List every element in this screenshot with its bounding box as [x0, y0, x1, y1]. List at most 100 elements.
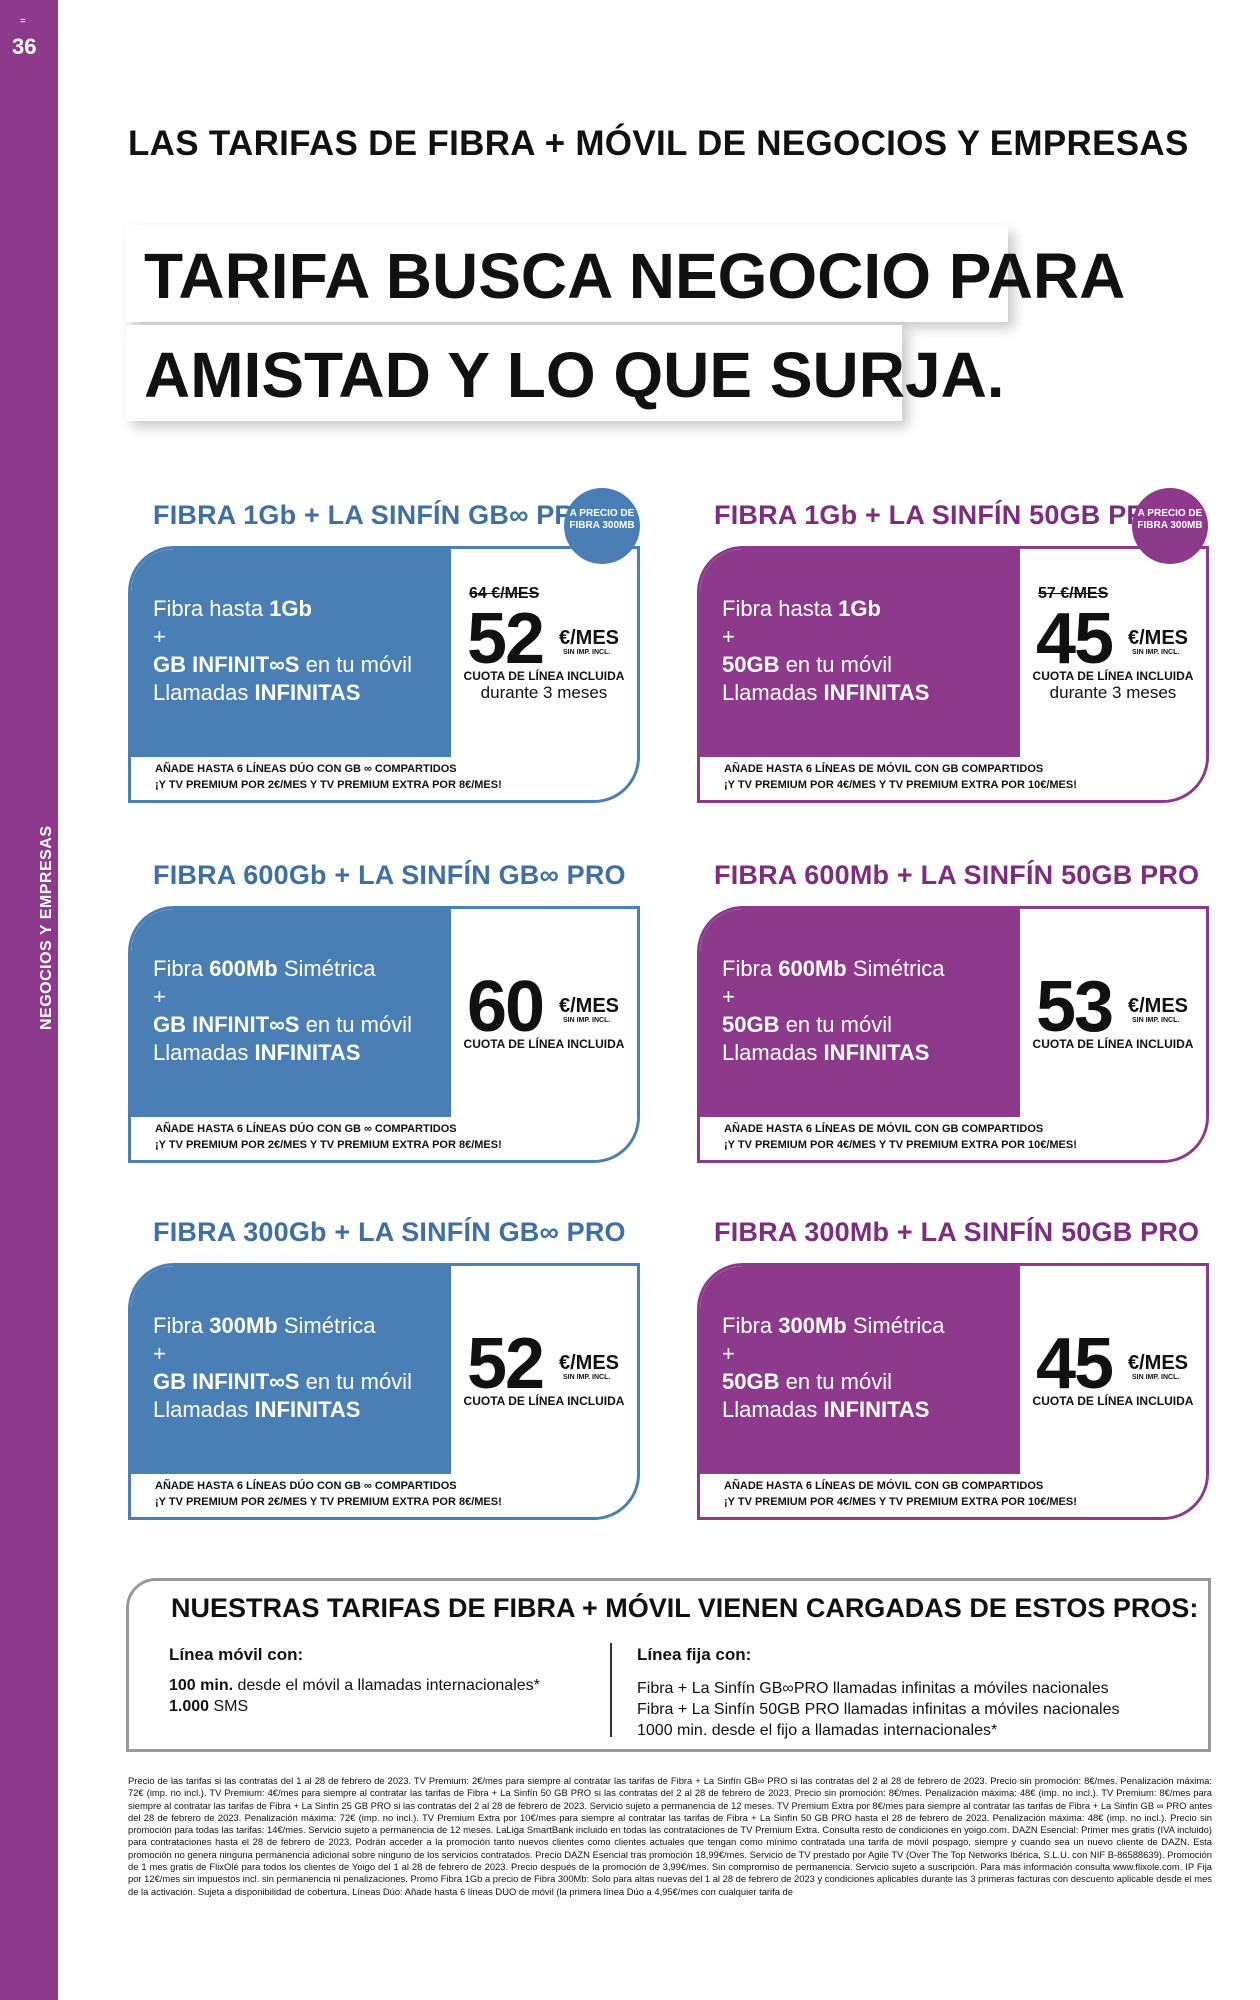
plan-price-box: 53 €/MES SIN IMP. INCL. CUOTA DE LÍNEA INCL… — [1020, 909, 1206, 1117]
plan-features: Fibra 300Mb Simétrica +50GB en tu móvil Ll… — [700, 1266, 1020, 1474]
price-amount: 60 — [467, 967, 545, 1047]
footnote-line: ¡Y TV PREMIUM POR 2€/MES Y TV PREMIUM EX… — [155, 1139, 502, 1151]
old-price: 64 €/MES — [469, 585, 540, 602]
tax-note: SIN IMP. INCL. — [1132, 649, 1180, 656]
page-number: 36 — [12, 34, 37, 59]
price-unit: €/MES — [559, 1352, 620, 1374]
plan-footnote: AÑADE HASTA 6 LÍNEAS DE MÓVIL CON GB COM… — [724, 1121, 1077, 1153]
plan-title: FIBRA 600Mb + LA SINFÍN 50GB PRO — [714, 860, 1200, 890]
mobile-data: GB INFINIT∞S en tu móvil — [153, 1369, 412, 1394]
price-amount: 52 — [467, 599, 545, 679]
plan-features: Fibra 600Mb Simétrica + GB INFINIT∞S en tu… — [131, 909, 451, 1117]
tax-note: SIN IMP. INCL. — [1132, 1374, 1180, 1381]
plan-title: FIBRA 1Gb + LA SINFÍN 50GB PRO — [714, 500, 1168, 530]
mobile-line-item: 1.000 SMS — [169, 1698, 249, 1715]
plan-card: Fibra 600Mb Simétrica +50GB en tu móvil Ll… — [697, 906, 1209, 1163]
fiber-speed: Fibra hasta 1Gb — [722, 596, 881, 621]
plan-card: Fibra 300Mb Simétrica +50GB en tu móvil Ll… — [697, 1263, 1209, 1520]
calls: Llamadas INFINITAS — [722, 1397, 930, 1422]
promo-badge: A PRECIO DE FIBRA 300MB — [564, 488, 640, 564]
plan-title: FIBRA 300Gb + LA SINFÍN GB∞ PRO — [153, 1217, 626, 1247]
plan-price-box: 45 €/MES SIN IMP. INCL. CUOTA DE LÍNEA INCL… — [1020, 1266, 1206, 1474]
footnote-line: AÑADE HASTA 6 LÍNEAS DE MÓVIL CON GB COM… — [724, 1480, 1044, 1492]
calls: Llamadas INFINITAS — [153, 1040, 361, 1065]
price-unit: €/MES — [1128, 1352, 1189, 1374]
footnote-line: ¡Y TV PREMIUM POR 2€/MES Y TV PREMIUM EX… — [155, 779, 502, 791]
fiber-speed: Fibra 600Mb Simétrica — [722, 956, 945, 981]
tax-note: SIN IMP. INCL. — [563, 1374, 611, 1381]
line-fee-note: CUOTA DE LÍNEA INCLUIDA — [1032, 669, 1194, 683]
plan-footnote: AÑADE HASTA 6 LÍNEAS DÚO CON GB ∞ COMPAR… — [155, 761, 502, 793]
legal-text: Precio de las tarifas si las contratas d… — [128, 1775, 1212, 1897]
plan-card: Fibra hasta 1Gb +50GB en tu móvil Llamadas… — [697, 546, 1209, 803]
plan-card: Fibra 600Mb Simétrica + GB INFINIT∞S en tu… — [128, 906, 640, 1163]
calls: Llamadas INFINITAS — [722, 680, 930, 705]
page-mark: = — [20, 16, 26, 27]
plan-footnote: AÑADE HASTA 6 LÍNEAS DE MÓVIL CON GB COM… — [724, 1478, 1077, 1510]
footnote-line: ¡Y TV PREMIUM POR 4€/MES Y TV PREMIUM EX… — [724, 1496, 1077, 1508]
fixed-line-item: Fibra + La Sinfín GB∞PRO llamadas infini… — [637, 1680, 1109, 1697]
mobile-data: GB INFINIT∞S en tu móvil — [153, 652, 412, 677]
promo-duration: durante 3 meses — [1049, 683, 1177, 702]
price-unit: €/MES — [1128, 995, 1189, 1017]
fixed-line-heading: Línea fija con: — [637, 1645, 752, 1664]
fixed-line-item: 1000 min. desde el fijo a llamadas inter… — [637, 1722, 998, 1739]
plan-features: Fibra 300Mb Simétrica + GB INFINIT∞S en tu… — [131, 1266, 451, 1474]
footnote-line: ¡Y TV PREMIUM POR 4€/MES Y TV PREMIUM EX… — [724, 1139, 1077, 1151]
plan-footnote: AÑADE HASTA 6 LÍNEAS DÚO CON GB ∞ COMPAR… — [155, 1121, 502, 1153]
fiber-speed: Fibra hasta 1Gb — [153, 596, 312, 621]
footnote-line: AÑADE HASTA 6 LÍNEAS DÚO CON GB ∞ COMPAR… — [155, 1123, 457, 1135]
price-amount: 53 — [1036, 967, 1114, 1047]
price-amount: 52 — [467, 1324, 545, 1404]
mobile-data: 50GB en tu móvil — [722, 1369, 892, 1394]
plan-card: Fibra hasta 1Gb + GB INFINIT∞S en tu móvil… — [128, 546, 640, 803]
hero-line-2: AMISTAD Y LO QUE SURJA. — [126, 325, 1005, 421]
tax-note: SIN IMP. INCL. — [1132, 1017, 1180, 1024]
plan-price-box: 52 €/MES SIN IMP. INCL. CUOTA DE LÍNEA INCL… — [451, 1266, 637, 1474]
line-fee-note: CUOTA DE LÍNEA INCLUIDA — [1032, 1394, 1194, 1408]
price-unit: €/MES — [1128, 627, 1189, 649]
pros-divider — [610, 1643, 612, 1737]
plan-footnote: AÑADE HASTA 6 LÍNEAS DE MÓVIL CON GB COM… — [724, 761, 1077, 793]
plan-features: Fibra hasta 1Gb +50GB en tu móvil Llamadas… — [700, 549, 1020, 757]
tax-note: SIN IMP. INCL. — [563, 649, 611, 656]
footnote-line: ¡Y TV PREMIUM POR 4€/MES Y TV PREMIUM EX… — [724, 779, 1077, 791]
hero-line-1: TARIFA BUSCA NEGOCIO PARA — [126, 226, 1125, 322]
plus-sign: + — [153, 1341, 166, 1366]
line-fee-note: CUOTA DE LÍNEA INCLUIDA — [463, 1394, 625, 1408]
footnote-line: AÑADE HASTA 6 LÍNEAS DÚO CON GB ∞ COMPAR… — [155, 1480, 457, 1492]
plan-title: FIBRA 300Mb + LA SINFÍN 50GB PRO — [714, 1217, 1200, 1247]
calls: Llamadas INFINITAS — [153, 680, 361, 705]
calls: Llamadas INFINITAS — [153, 1397, 361, 1422]
line-fee-note: CUOTA DE LÍNEA INCLUIDA — [463, 1037, 625, 1051]
fiber-speed: Fibra 300Mb Simétrica — [153, 1313, 376, 1338]
plus-sign: + — [153, 984, 166, 1009]
plan-price-box: 60 €/MES SIN IMP. INCL. CUOTA DE LÍNEA INCL… — [451, 909, 637, 1117]
fiber-speed: Fibra 300Mb Simétrica — [722, 1313, 945, 1338]
section-sidebar: = 36 NEGOCIOS Y EMPRESAS — [0, 0, 58, 2000]
plan-price-box: 57 €/MES 45 €/MES SIN IMP. INCL. CUOTA DE LÍ… — [1020, 549, 1206, 757]
line-fee-note: CUOTA DE LÍNEA INCLUIDA — [463, 669, 625, 683]
mobile-line-item: 100 min. desde el móvil a llamadas inter… — [169, 1677, 540, 1694]
line-fee-note: CUOTA DE LÍNEA INCLUIDA — [1032, 1037, 1194, 1051]
plan-features: Fibra 600Mb Simétrica +50GB en tu móvil Ll… — [700, 909, 1020, 1117]
plus-sign: + — [153, 624, 166, 649]
plan-footnote: AÑADE HASTA 6 LÍNEAS DÚO CON GB ∞ COMPAR… — [155, 1478, 502, 1510]
plan-card: Fibra 300Mb Simétrica + GB INFINIT∞S en tu… — [128, 1263, 640, 1520]
promo-duration: durante 3 meses — [480, 683, 608, 702]
plan-title: FIBRA 600Gb + LA SINFÍN GB∞ PRO — [153, 860, 626, 890]
section-label: NEGOCIOS Y EMPRESAS — [38, 825, 55, 1030]
calls: Llamadas INFINITAS — [722, 1040, 930, 1065]
pros-title: NUESTRAS TARIFAS DE FIBRA + MÓVIL VIENEN… — [171, 1593, 1199, 1623]
promo-badge: A PRECIO DE FIBRA 300MB — [1132, 488, 1208, 564]
mobile-data: 50GB en tu móvil — [722, 1012, 892, 1037]
page-heading: LAS TARIFAS DE FIBRA + MÓVIL DE NEGOCIOS… — [128, 124, 1189, 163]
plus-sign: + — [722, 1341, 735, 1366]
mobile-line-heading: Línea móvil con: — [169, 1645, 304, 1664]
fixed-line-item: Fibra + La Sinfín 50GB PRO llamadas infi… — [637, 1701, 1120, 1718]
footnote-line: AÑADE HASTA 6 LÍNEAS DE MÓVIL CON GB COM… — [724, 1123, 1044, 1135]
plan-features: Fibra hasta 1Gb + GB INFINIT∞S en tu móvil… — [131, 549, 451, 757]
price-amount: 45 — [1036, 599, 1114, 679]
plus-sign: + — [722, 984, 735, 1009]
price-unit: €/MES — [559, 627, 620, 649]
